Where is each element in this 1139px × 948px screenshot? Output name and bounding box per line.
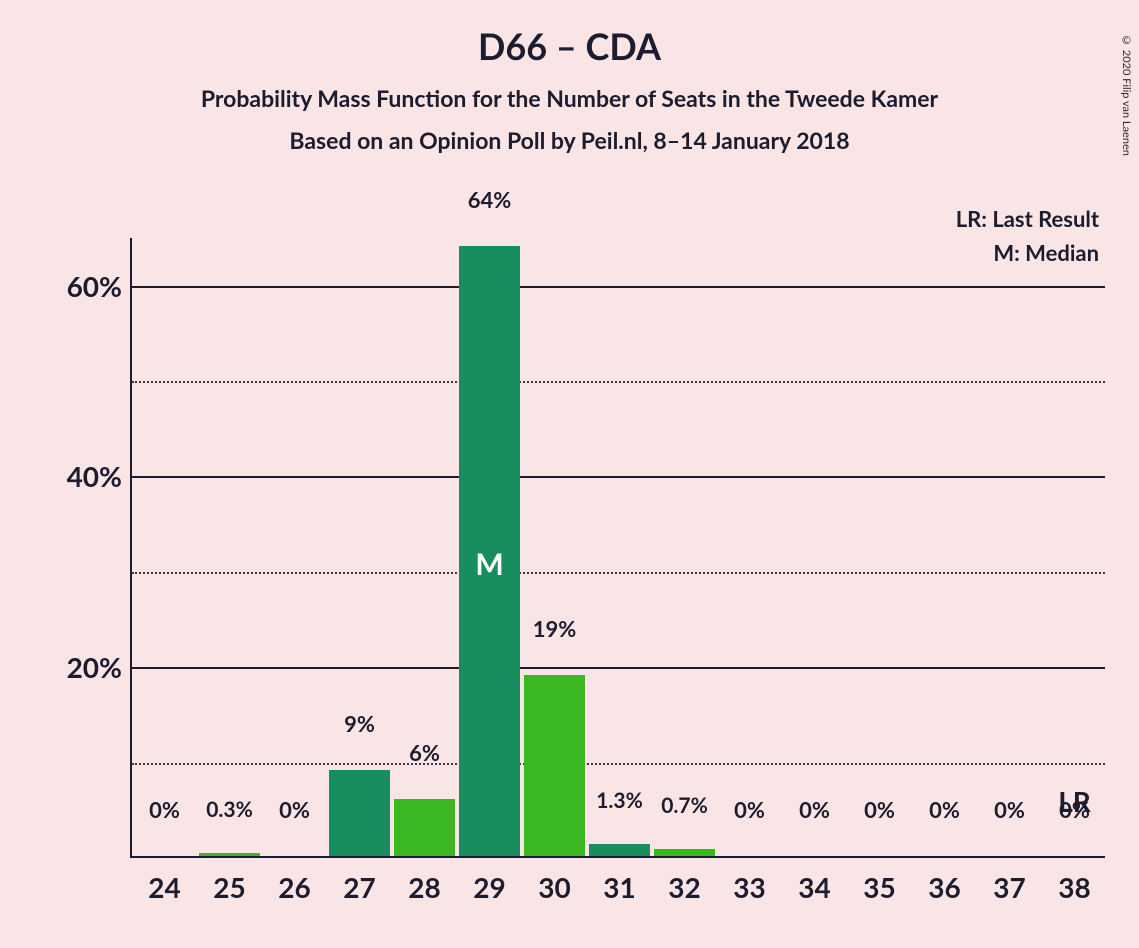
x-tick-label: 26 bbox=[262, 870, 327, 904]
chart-subtitle-2: Based on an Opinion Poll by Peil.nl, 8–1… bbox=[0, 126, 1139, 154]
bar-value-label: 19% bbox=[518, 615, 592, 642]
grid-minor bbox=[132, 381, 1105, 383]
bar bbox=[589, 844, 651, 856]
bar-value-label: 0% bbox=[843, 796, 917, 823]
grid-minor bbox=[132, 763, 1105, 765]
bar-value-label: 0.3% bbox=[193, 797, 267, 822]
bar-value-label: 9% bbox=[323, 710, 397, 737]
bar bbox=[394, 799, 456, 856]
bar bbox=[524, 675, 586, 856]
chart-subtitle-1: Probability Mass Function for the Number… bbox=[0, 84, 1139, 112]
grid-major bbox=[132, 476, 1105, 478]
lr-marker: LR bbox=[1042, 784, 1107, 818]
bar-value-label: 6% bbox=[388, 739, 462, 766]
chart: 0%240.3%250%269%276%2864%29M19%301.3%310… bbox=[30, 238, 1105, 928]
x-tick-label: 29 bbox=[457, 870, 522, 904]
chart-title: D66 – CDA bbox=[0, 24, 1139, 68]
bar bbox=[329, 770, 391, 856]
x-tick-label: 31 bbox=[587, 870, 652, 904]
x-tick-label: 30 bbox=[522, 870, 587, 904]
grid-major bbox=[132, 667, 1105, 669]
x-tick-label: 37 bbox=[977, 870, 1042, 904]
bar bbox=[654, 849, 716, 856]
plot-area: 0%240.3%250%269%276%2864%29M19%301.3%310… bbox=[130, 238, 1105, 858]
x-tick-label: 28 bbox=[392, 870, 457, 904]
x-tick-label: 38 bbox=[1042, 870, 1107, 904]
x-tick-label: 27 bbox=[327, 870, 392, 904]
grid-minor bbox=[132, 572, 1105, 574]
x-tick-label: 35 bbox=[847, 870, 912, 904]
x-tick-label: 33 bbox=[717, 870, 782, 904]
bar-value-label: 64% bbox=[453, 186, 527, 213]
bar-value-label: 0% bbox=[128, 796, 202, 823]
bar-value-label: 0% bbox=[908, 796, 982, 823]
bar-value-label: 0% bbox=[778, 796, 852, 823]
bar bbox=[199, 853, 261, 856]
y-tick-label: 60% bbox=[30, 269, 122, 303]
grid-major bbox=[132, 286, 1105, 288]
legend-lr: LR: Last Result bbox=[956, 202, 1099, 236]
x-tick-label: 32 bbox=[652, 870, 717, 904]
median-marker: M bbox=[459, 546, 521, 582]
bar-value-label: 0% bbox=[258, 796, 332, 823]
bar-value-label: 0.7% bbox=[648, 793, 722, 818]
y-tick-label: 20% bbox=[30, 650, 122, 684]
x-tick-label: 25 bbox=[197, 870, 262, 904]
bar-value-label: 1.3% bbox=[583, 788, 657, 813]
bar-value-label: 0% bbox=[973, 796, 1047, 823]
x-tick-label: 36 bbox=[912, 870, 977, 904]
x-tick-label: 34 bbox=[782, 870, 847, 904]
copyright-text: © 2020 Filip van Laenen bbox=[1120, 34, 1133, 156]
x-tick-label: 24 bbox=[132, 870, 197, 904]
y-tick-label: 40% bbox=[30, 459, 122, 493]
bar-value-label: 0% bbox=[713, 796, 787, 823]
